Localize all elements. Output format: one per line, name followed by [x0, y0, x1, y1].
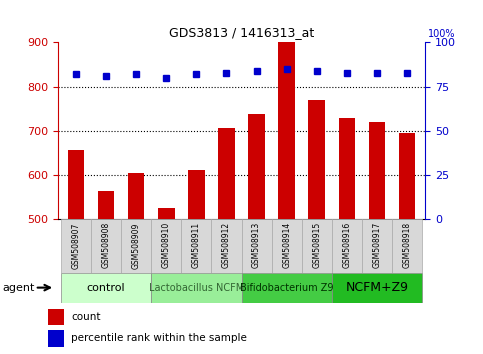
Bar	[68, 150, 85, 219]
Text: GSM508911: GSM508911	[192, 222, 201, 268]
Bar	[332, 273, 422, 303]
Text: GSM508915: GSM508915	[312, 222, 321, 268]
Text: count: count	[71, 312, 101, 322]
Bar	[121, 219, 151, 273]
Bar	[242, 219, 271, 273]
Text: GSM508913: GSM508913	[252, 222, 261, 268]
Bar	[181, 219, 212, 273]
Bar	[332, 219, 362, 273]
Text: Bifidobacterium Z9: Bifidobacterium Z9	[240, 282, 333, 293]
Text: percentile rank within the sample: percentile rank within the sample	[71, 333, 247, 343]
Text: Lactobacillus NCFM: Lactobacillus NCFM	[149, 282, 244, 293]
Bar	[188, 170, 205, 219]
Text: 100%: 100%	[427, 29, 455, 39]
Bar	[302, 219, 332, 273]
Text: GSM508912: GSM508912	[222, 222, 231, 268]
Bar	[158, 207, 174, 219]
Text: GSM508918: GSM508918	[402, 222, 412, 268]
Title: GDS3813 / 1416313_at: GDS3813 / 1416313_at	[169, 25, 314, 39]
Text: GSM508910: GSM508910	[162, 222, 171, 268]
Text: GSM508916: GSM508916	[342, 222, 351, 268]
Bar	[151, 273, 242, 303]
Bar	[271, 219, 302, 273]
Bar	[151, 219, 181, 273]
Bar	[128, 172, 144, 219]
Bar	[362, 219, 392, 273]
Bar	[309, 101, 325, 219]
Bar	[218, 128, 235, 219]
Bar	[278, 42, 295, 219]
Bar	[392, 219, 422, 273]
Text: agent: agent	[2, 282, 35, 293]
Bar	[248, 114, 265, 219]
Text: GSM508907: GSM508907	[71, 222, 81, 269]
Text: NCFM+Z9: NCFM+Z9	[345, 281, 409, 294]
Bar	[61, 219, 91, 273]
Bar	[48, 330, 64, 347]
Text: GSM508909: GSM508909	[132, 222, 141, 269]
Bar	[339, 118, 355, 219]
Bar	[398, 133, 415, 219]
Text: GSM508917: GSM508917	[372, 222, 382, 268]
Bar	[98, 191, 114, 219]
Text: GSM508914: GSM508914	[282, 222, 291, 268]
Text: control: control	[87, 282, 126, 293]
Bar	[91, 219, 121, 273]
Bar	[61, 273, 151, 303]
Bar	[369, 122, 385, 219]
Bar	[242, 273, 332, 303]
Bar	[48, 309, 64, 325]
Bar	[212, 219, 242, 273]
Text: GSM508908: GSM508908	[101, 222, 111, 268]
